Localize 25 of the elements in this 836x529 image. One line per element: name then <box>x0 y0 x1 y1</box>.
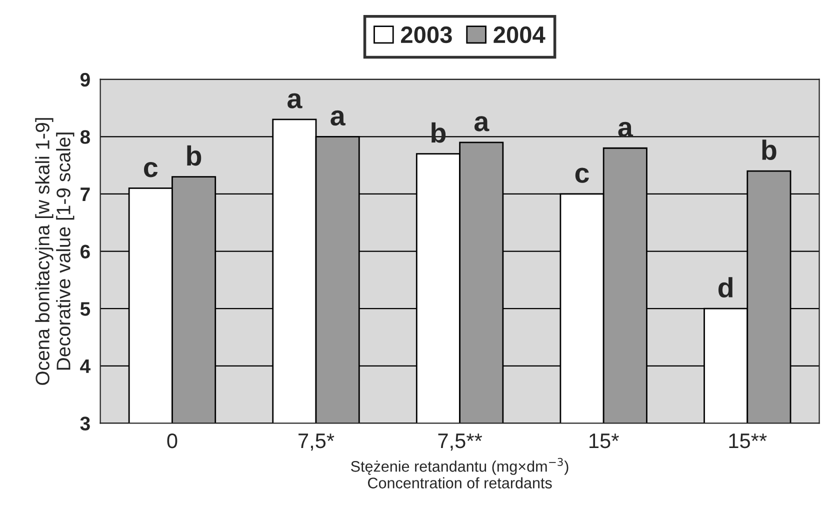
y-tick-label: 4 <box>80 360 90 373</box>
x-tick-label: 7,5* <box>298 434 334 451</box>
y-tick-label: 9 <box>80 72 90 87</box>
data-label: a <box>330 110 346 126</box>
y-tick-label: 6 <box>80 244 90 259</box>
data-label: b <box>762 140 776 160</box>
data-label: c <box>144 162 158 178</box>
data-label: d <box>718 277 732 298</box>
data-label: a <box>288 93 302 108</box>
x-tick-label: 7,5** <box>438 434 482 451</box>
y-axis-title: Ocena bonitacyjna [w skali 1-9] Decorative value [1-9 scale] <box>35 118 74 385</box>
x-tick-label: 15* <box>590 434 619 448</box>
x-axis-title: Stężenie retandantu (mg×dm$^{−3}$) Concentration of retardants <box>351 458 568 488</box>
y-tick-label: 7 <box>80 188 90 202</box>
y-tick-label: 3 <box>80 416 90 430</box>
data-label: a <box>474 116 490 132</box>
x-tick-label: 15** <box>729 434 767 448</box>
legend-label: 2004 <box>494 26 546 44</box>
data-label: a <box>618 122 634 138</box>
legend-label: 2003 <box>401 26 452 44</box>
x-tick-label: 0 <box>167 433 178 448</box>
y-tick-label: 5 <box>80 302 90 316</box>
data-label: c <box>575 168 589 183</box>
data-label: b <box>187 145 202 166</box>
y-tick-label: 8 <box>80 130 90 144</box>
